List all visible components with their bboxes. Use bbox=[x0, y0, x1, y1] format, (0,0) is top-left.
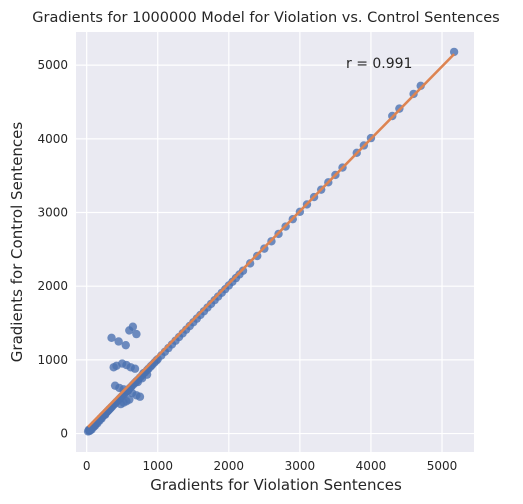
scatter-point bbox=[416, 81, 425, 90]
y-axis-label: Gradients for Control Sentences bbox=[8, 122, 26, 363]
x-tick-label: 0 bbox=[83, 459, 91, 473]
y-axis-ticks: 0 1000 2000 3000 4000 5000 bbox=[37, 58, 68, 440]
scatter-point bbox=[114, 337, 123, 346]
scatter-point bbox=[135, 392, 145, 401]
chart-title: Gradients for 1000000 Model for Violatio… bbox=[32, 10, 499, 26]
scatter-point bbox=[142, 370, 152, 379]
scatter-point bbox=[449, 47, 459, 57]
scatter-point bbox=[125, 395, 134, 404]
x-tick-label: 2000 bbox=[214, 459, 245, 473]
x-tick-label: 5000 bbox=[427, 459, 458, 473]
scatter-point bbox=[128, 322, 138, 331]
scatter-point bbox=[130, 364, 140, 373]
x-axis-label: Gradients for Violation Sentences bbox=[150, 476, 402, 494]
x-axis-ticks: 0 1000 2000 3000 4000 5000 bbox=[83, 459, 457, 473]
y-tick-label: 3000 bbox=[37, 206, 68, 220]
scatter-point bbox=[107, 333, 116, 342]
scatter-point bbox=[121, 340, 130, 350]
x-tick-label: 3000 bbox=[285, 459, 316, 473]
y-tick-label: 2000 bbox=[37, 279, 68, 293]
y-tick-label: 0 bbox=[60, 427, 68, 441]
x-tick-label: 4000 bbox=[356, 459, 387, 473]
grid-lines bbox=[76, 32, 474, 452]
y-tick-label: 5000 bbox=[37, 58, 68, 72]
x-tick-label: 1000 bbox=[142, 459, 173, 473]
scatter-point bbox=[132, 329, 141, 339]
fit-line bbox=[87, 53, 456, 428]
y-tick-label: 4000 bbox=[37, 132, 68, 146]
correlation-annotation: r = 0.991 bbox=[346, 56, 412, 72]
y-tick-label: 1000 bbox=[37, 353, 68, 367]
